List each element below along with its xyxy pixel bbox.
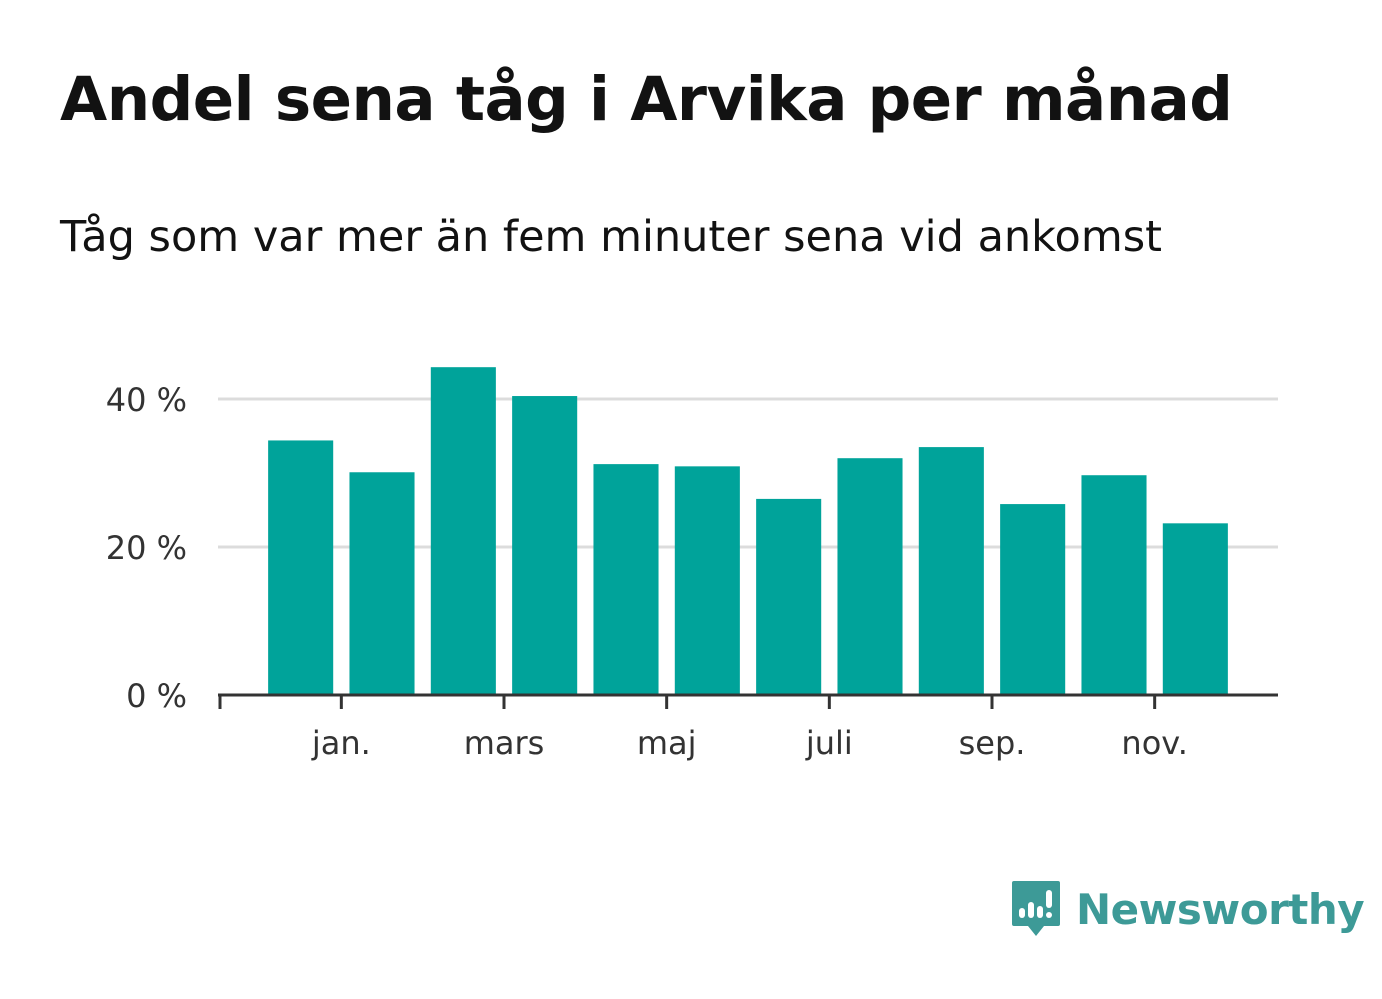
bar-nov [1162, 523, 1228, 695]
bar-series [268, 367, 1228, 695]
y-tick-label: 0 % [126, 677, 187, 715]
bar-maj [674, 466, 740, 695]
chart-subtitle: Tåg som var mer än fem minuter sena vid … [60, 212, 1163, 262]
x-tick-label: nov. [1121, 724, 1187, 762]
bar-jan [349, 472, 415, 695]
chart-title: Andel sena tåg i Arvika per månad [60, 64, 1233, 135]
bar-juli [837, 458, 903, 695]
brand-logo: Newsworthy [1010, 878, 1365, 940]
x-tick-label: maj [637, 724, 697, 762]
x-tick-label: sep. [959, 724, 1026, 762]
brand-name: Newsworthy [1076, 884, 1365, 934]
bar-mars [512, 396, 578, 695]
bar-sep [1000, 504, 1066, 695]
newsworthy-logo-icon [1012, 881, 1060, 936]
bar-apr [593, 464, 659, 695]
x-axis-ticks: jan. mars maj juli sep. nov. [218, 695, 1188, 762]
bar-juni [756, 498, 822, 695]
y-tick-label: 40 % [106, 381, 187, 419]
y-axis-ticks: 0 % 20 % 40 % [106, 381, 187, 715]
y-tick-label: 20 % [106, 529, 187, 567]
bar-feb [430, 367, 496, 695]
bar-dec [268, 440, 334, 695]
x-tick-label: jan. [311, 724, 371, 762]
x-tick-label: mars [464, 724, 545, 762]
x-tick-label: juli [805, 724, 853, 762]
bar-okt [1081, 475, 1147, 695]
bar-aug [918, 447, 984, 695]
